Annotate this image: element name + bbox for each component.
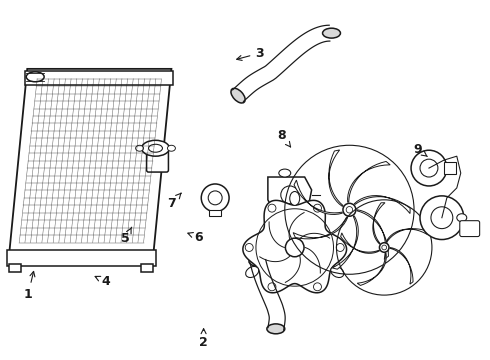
Text: 7: 7	[168, 193, 181, 210]
Text: 2: 2	[199, 329, 208, 349]
Circle shape	[382, 245, 387, 250]
Circle shape	[420, 196, 464, 239]
Circle shape	[314, 204, 321, 212]
Ellipse shape	[148, 144, 163, 152]
Ellipse shape	[231, 88, 245, 103]
Polygon shape	[329, 150, 343, 206]
Circle shape	[420, 159, 438, 177]
Circle shape	[314, 283, 321, 291]
Text: 9: 9	[414, 143, 427, 157]
FancyBboxPatch shape	[147, 148, 169, 172]
Polygon shape	[390, 247, 413, 284]
Circle shape	[208, 191, 222, 205]
Ellipse shape	[168, 145, 175, 151]
Bar	[141, 264, 152, 272]
Circle shape	[285, 238, 304, 257]
Polygon shape	[347, 161, 390, 202]
Ellipse shape	[26, 72, 44, 82]
Circle shape	[343, 203, 356, 216]
Text: 8: 8	[277, 129, 291, 147]
Ellipse shape	[457, 214, 467, 222]
Bar	[444, 162, 456, 174]
Ellipse shape	[136, 145, 144, 151]
Ellipse shape	[331, 266, 344, 278]
Ellipse shape	[245, 266, 259, 278]
Polygon shape	[357, 253, 386, 285]
Text: 3: 3	[237, 47, 264, 60]
Ellipse shape	[249, 256, 267, 266]
Bar	[9, 264, 21, 272]
Ellipse shape	[142, 140, 170, 156]
Circle shape	[268, 283, 276, 291]
Circle shape	[346, 207, 353, 213]
Circle shape	[379, 243, 389, 252]
Polygon shape	[25, 71, 173, 85]
Polygon shape	[373, 203, 385, 244]
Ellipse shape	[290, 192, 300, 206]
Ellipse shape	[267, 324, 285, 334]
Polygon shape	[293, 217, 348, 239]
Circle shape	[431, 207, 453, 229]
Text: 5: 5	[121, 227, 132, 246]
Text: 1: 1	[24, 271, 35, 301]
Circle shape	[411, 150, 447, 186]
Bar	[209, 210, 221, 216]
Polygon shape	[268, 177, 312, 217]
Polygon shape	[332, 216, 358, 269]
Polygon shape	[357, 210, 389, 260]
Polygon shape	[341, 233, 380, 253]
Ellipse shape	[279, 169, 291, 177]
Text: 6: 6	[188, 231, 203, 244]
Polygon shape	[386, 229, 427, 242]
Ellipse shape	[322, 28, 341, 38]
Polygon shape	[243, 201, 346, 293]
Circle shape	[245, 243, 253, 251]
Circle shape	[281, 186, 299, 204]
Circle shape	[268, 204, 276, 212]
Polygon shape	[294, 180, 343, 215]
FancyBboxPatch shape	[460, 221, 480, 237]
Polygon shape	[7, 251, 155, 266]
Polygon shape	[354, 195, 410, 213]
Circle shape	[201, 184, 229, 212]
Text: 4: 4	[95, 275, 111, 288]
Circle shape	[336, 243, 344, 251]
